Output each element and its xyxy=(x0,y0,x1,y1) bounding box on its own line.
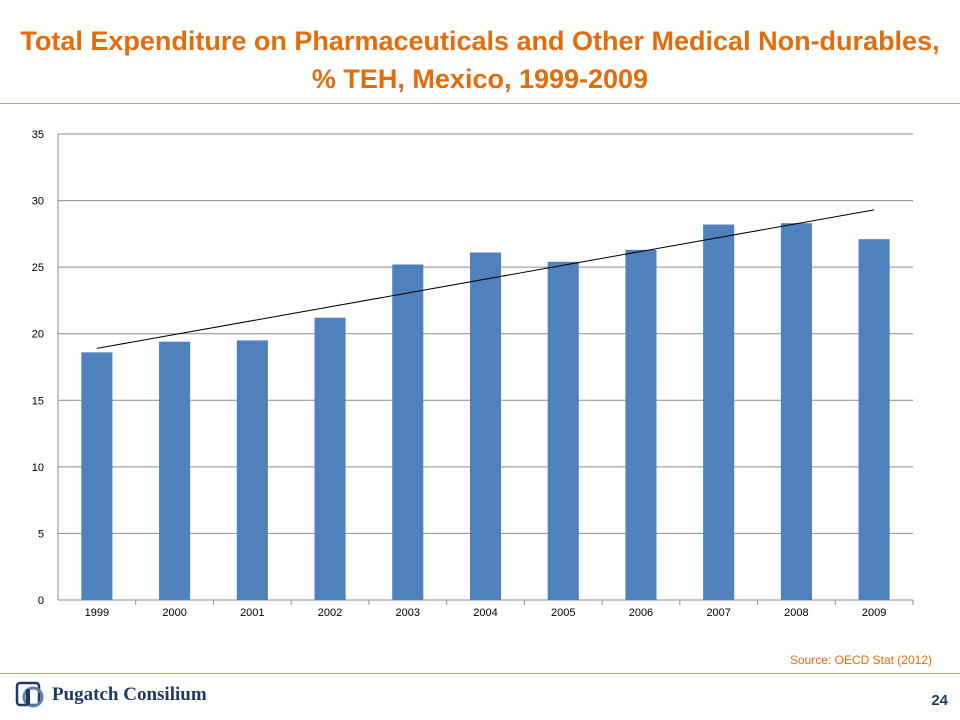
y-tick-label: 0 xyxy=(38,595,44,607)
x-tick-label: 2008 xyxy=(784,607,808,619)
bar xyxy=(547,261,579,600)
bar xyxy=(858,239,890,600)
company-logo: Pugatch Consilium xyxy=(14,680,207,710)
source-note: Source: OECD Stat (2012) xyxy=(789,653,932,667)
logo-icon xyxy=(15,681,44,708)
x-tick-label: 2002 xyxy=(318,607,342,619)
bar-chart: 0 5 10 15 20 25 30 35 1999 2000 2001 2002 2003 2004 20… xyxy=(32,129,914,619)
x-tick-label: 2003 xyxy=(396,607,420,619)
x-tick-label: 2007 xyxy=(706,607,730,619)
bar xyxy=(780,223,812,600)
trendline xyxy=(96,209,875,349)
page-number: 24 xyxy=(931,692,948,709)
bar xyxy=(314,317,346,600)
y-tick-label: 20 xyxy=(32,329,44,341)
y-tick-label: 10 xyxy=(32,462,44,474)
x-tick-label: 2000 xyxy=(162,607,186,619)
bar xyxy=(703,224,735,600)
x-tick-label: 2001 xyxy=(240,607,264,619)
x-tick-label: 2004 xyxy=(473,607,497,619)
y-tick-label: 35 xyxy=(32,129,44,141)
bar xyxy=(159,341,191,600)
y-tick-label: 5 xyxy=(38,528,44,540)
footer-divider xyxy=(0,673,960,674)
bar xyxy=(81,352,113,600)
title-divider xyxy=(0,103,960,104)
bar xyxy=(625,249,657,600)
y-tick-label: 15 xyxy=(32,395,44,407)
y-tick-label: 30 xyxy=(32,196,44,208)
bar xyxy=(236,340,268,600)
bar xyxy=(469,252,502,601)
logo-text: Pugatch Consilium xyxy=(52,684,207,705)
bar xyxy=(392,264,424,600)
x-tick-label: 2006 xyxy=(629,607,653,619)
slide-title: Total Expenditure on Pharmaceuticals and… xyxy=(20,26,940,94)
x-tick-label: 1999 xyxy=(85,607,109,619)
x-tick-label: 2005 xyxy=(551,607,575,619)
x-tick-label: 2009 xyxy=(862,607,886,619)
y-tick-label: 25 xyxy=(32,262,44,274)
